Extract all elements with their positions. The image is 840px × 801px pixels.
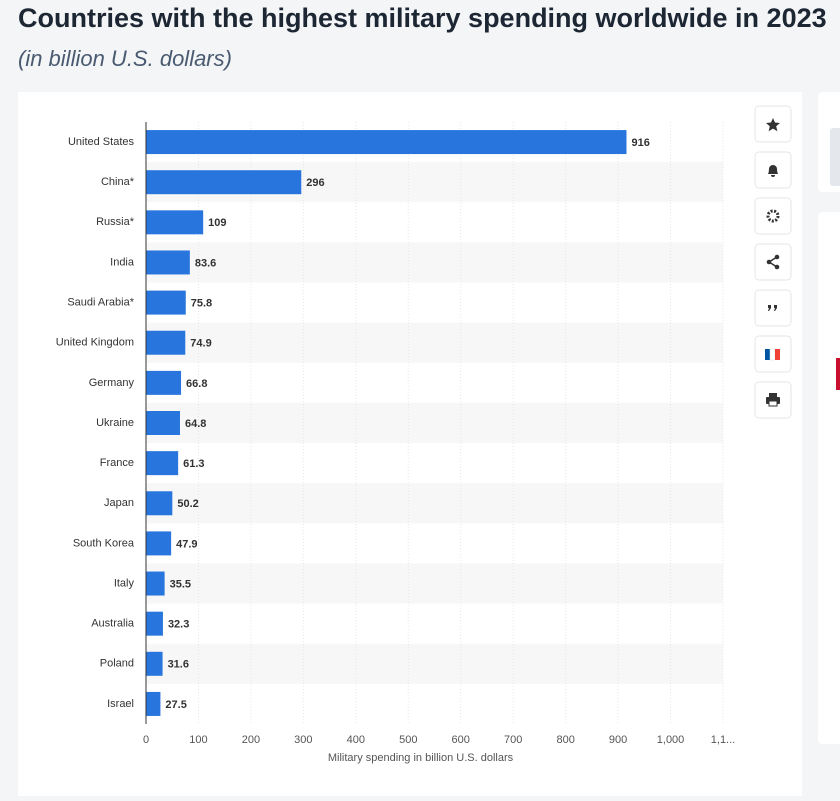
flag-button[interactable] <box>754 335 792 373</box>
bar <box>146 571 165 596</box>
data-label: 109 <box>208 217 226 229</box>
side-panel-block <box>830 128 840 186</box>
bar <box>146 210 204 235</box>
quote-button[interactable] <box>754 289 792 327</box>
y-tick-label: Germany <box>89 377 135 389</box>
bar <box>146 130 627 155</box>
print-button[interactable] <box>754 381 792 419</box>
y-tick-label: South Korea <box>73 537 135 549</box>
x-tick-label: 1,1... <box>711 734 735 746</box>
bar <box>146 170 302 195</box>
y-tick-label: Ukraine <box>96 417 134 429</box>
y-tick-label: Saudi Arabia* <box>67 297 134 309</box>
x-tick-label: 800 <box>556 734 574 746</box>
row-band <box>146 563 723 604</box>
side-panel-mark <box>836 358 840 390</box>
row-band <box>146 483 723 524</box>
y-tick-label: Italy <box>114 577 135 589</box>
x-tick-label: 200 <box>242 734 260 746</box>
button-bg <box>754 289 792 327</box>
x-tick-label: 900 <box>609 734 627 746</box>
row-band <box>146 242 723 283</box>
x-tick-label: 0 <box>143 734 149 746</box>
data-label: 64.8 <box>185 418 206 430</box>
bar <box>146 491 173 516</box>
x-tick-label: 100 <box>189 734 207 746</box>
y-tick-label: Israel <box>107 698 134 710</box>
bar <box>146 330 186 355</box>
y-tick-label: France <box>100 457 134 469</box>
x-tick-label: 1,000 <box>657 734 685 746</box>
chart-title: Countries with the highest military spen… <box>18 3 827 33</box>
x-tick-label: 700 <box>504 734 522 746</box>
toolbar <box>754 105 792 419</box>
data-label: 35.5 <box>170 578 191 590</box>
icon <box>774 254 780 260</box>
icon <box>768 165 778 177</box>
row-band <box>146 643 723 684</box>
button-bg <box>754 197 792 235</box>
data-label: 66.8 <box>186 378 207 390</box>
y-tick-label: United Kingdom <box>56 337 134 349</box>
data-label: 916 <box>631 137 649 149</box>
data-label: 31.6 <box>168 659 189 671</box>
bar <box>146 370 182 395</box>
bar <box>146 531 172 556</box>
data-label: 32.3 <box>168 619 189 631</box>
row-band <box>146 322 723 363</box>
bar <box>146 250 190 275</box>
y-tick-label: India <box>110 256 135 268</box>
share-button[interactable] <box>754 243 792 281</box>
icon <box>769 393 777 397</box>
icon <box>766 259 772 265</box>
x-tick-label: 400 <box>347 734 365 746</box>
y-tick-label: Poland <box>100 658 134 670</box>
icon <box>766 118 780 132</box>
x-axis-label: Military spending in billion U.S. dollar… <box>328 752 514 764</box>
star-button[interactable] <box>754 105 792 143</box>
bell-button[interactable] <box>754 151 792 189</box>
bar <box>146 691 161 716</box>
button-bg <box>754 243 792 281</box>
data-label: 296 <box>306 177 324 189</box>
y-tick-label: Russia* <box>96 216 135 228</box>
bar <box>146 611 163 636</box>
icon <box>774 264 780 270</box>
chart-subtitle: (in billion U.S. dollars) <box>18 46 232 71</box>
y-tick-label: China* <box>101 176 135 188</box>
icon <box>765 349 770 360</box>
row-band <box>146 402 723 444</box>
bar <box>146 451 179 476</box>
icon <box>775 349 780 360</box>
y-tick-label: Japan <box>104 497 134 509</box>
gear-button[interactable] <box>754 197 792 235</box>
bar <box>146 290 186 315</box>
bar <box>146 411 180 435</box>
x-tick-label: 600 <box>452 734 470 746</box>
x-tick-label: 500 <box>399 734 417 746</box>
data-label: 74.9 <box>190 338 211 350</box>
x-tick-label: 300 <box>294 734 312 746</box>
side-panel <box>818 212 840 744</box>
icon <box>766 209 780 223</box>
bar <box>146 651 163 676</box>
data-label: 75.8 <box>191 298 212 310</box>
icon <box>769 348 776 361</box>
data-label: 47.9 <box>176 538 197 550</box>
icon <box>768 400 778 407</box>
y-tick-label: Australia <box>91 618 135 630</box>
icon <box>768 305 777 311</box>
data-label: 27.5 <box>165 699 186 711</box>
data-label: 61.3 <box>183 458 204 470</box>
data-label: 83.6 <box>195 257 216 269</box>
data-label: 50.2 <box>177 498 198 510</box>
plot-area: 0 100 200 300 400 500 600 700 800 900 1,000 1,1... M… <box>56 122 735 764</box>
y-tick-label: United States <box>68 136 135 148</box>
